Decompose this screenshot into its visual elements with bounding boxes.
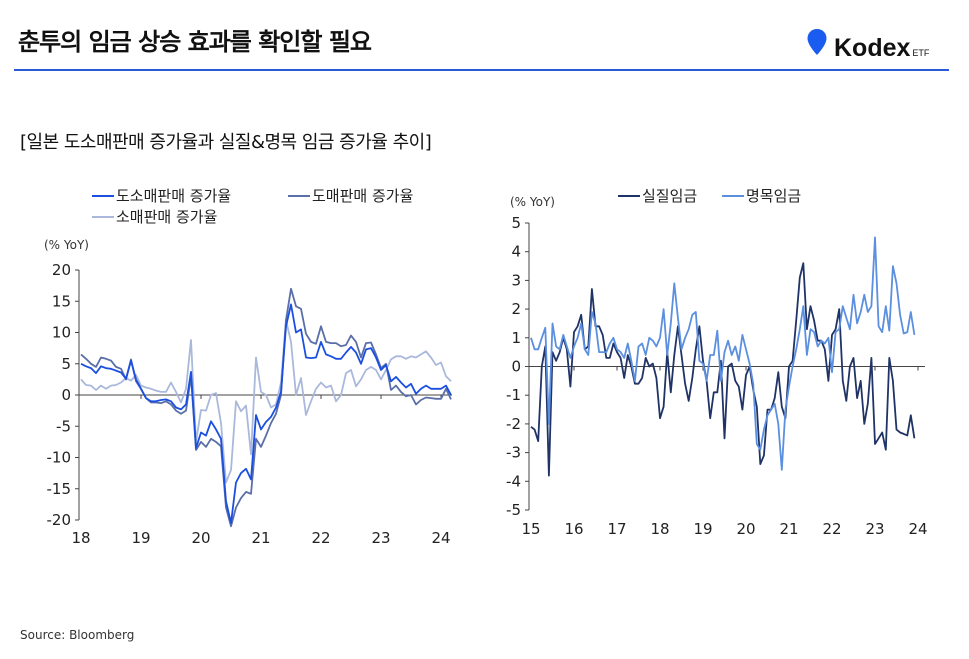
x-tick-label: 21 xyxy=(779,520,798,538)
y-tick-label: 15 xyxy=(52,292,71,310)
y-tick-label: 5 xyxy=(61,355,71,373)
logo-brand: Kodex xyxy=(834,34,911,62)
y-tick-label: -2 xyxy=(506,415,521,433)
x-tick-label: 20 xyxy=(191,529,210,547)
x-tick-label: 19 xyxy=(131,529,150,547)
x-tick-label: 20 xyxy=(736,520,755,538)
y-tick-label: -15 xyxy=(47,480,72,498)
x-tick-label: 22 xyxy=(822,520,841,538)
y-tick-label: -5 xyxy=(56,417,71,435)
series-line-3 xyxy=(80,319,452,484)
series-line-1 xyxy=(80,303,452,524)
y-tick-label: 2 xyxy=(511,300,521,318)
series-line-2 xyxy=(80,287,452,528)
y-tick-label: 1 xyxy=(511,329,521,347)
y-tick-label: -5 xyxy=(506,501,521,519)
x-tick-label: 22 xyxy=(311,529,330,547)
y-tick-label: -3 xyxy=(506,444,521,462)
x-tick-label: 16 xyxy=(564,520,583,538)
source-note: Source: Bloomberg xyxy=(20,628,135,642)
kodex-logo: Kodex ETF xyxy=(806,28,929,63)
legend-label: 명목임금 xyxy=(746,187,801,205)
x-tick-label: 17 xyxy=(607,520,626,538)
x-tick-label: 15 xyxy=(521,520,540,538)
legend-label: 실질임금 xyxy=(642,187,697,205)
logo-suffix: ETF xyxy=(912,48,930,58)
legend-label: 도소매판매 증가율 xyxy=(116,187,231,205)
y-tick-label: 0 xyxy=(511,358,521,376)
y-tick-label: 20 xyxy=(52,261,71,279)
location-pin-icon xyxy=(807,29,827,55)
legend-label: 도매판매 증가율 xyxy=(312,187,413,205)
chart-subtitle: [일본 도소매판매 증가율과 실질&명목 임금 증가율 추이] xyxy=(20,132,432,153)
y-axis-unit-label: (% YoY) xyxy=(44,238,89,252)
x-tick-label: 21 xyxy=(251,529,270,547)
y-tick-label: -4 xyxy=(506,472,521,490)
x-tick-label: 18 xyxy=(650,520,669,538)
y-tick-label: -20 xyxy=(47,511,72,529)
y-tick-label: 4 xyxy=(511,243,521,261)
y-tick-label: -1 xyxy=(506,386,521,404)
series-line-2 xyxy=(530,236,916,471)
y-tick-label: 5 xyxy=(511,214,521,232)
x-tick-label: 23 xyxy=(371,529,390,547)
x-tick-label: 23 xyxy=(865,520,884,538)
x-tick-label: 24 xyxy=(908,520,927,538)
x-tick-label: 24 xyxy=(431,529,450,547)
y-tick-label: -10 xyxy=(47,449,72,467)
legend-label: 소매판매 증가율 xyxy=(116,208,217,226)
y-tick-label: 10 xyxy=(52,324,71,342)
y-tick-label: 3 xyxy=(511,271,521,289)
x-tick-label: 19 xyxy=(693,520,712,538)
page-title: 춘투의 임금 상승 효과를 확인할 필요 xyxy=(18,28,372,56)
y-axis-unit-label: (% YoY) xyxy=(510,195,555,209)
header-divider xyxy=(14,69,949,71)
y-tick-label: 0 xyxy=(61,386,71,404)
x-tick-label: 18 xyxy=(71,529,90,547)
